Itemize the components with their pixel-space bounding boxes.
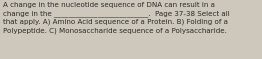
Text: A change in the nucleotide sequence of DNA can result in a
change in the _______: A change in the nucleotide sequence of D…	[3, 2, 230, 34]
